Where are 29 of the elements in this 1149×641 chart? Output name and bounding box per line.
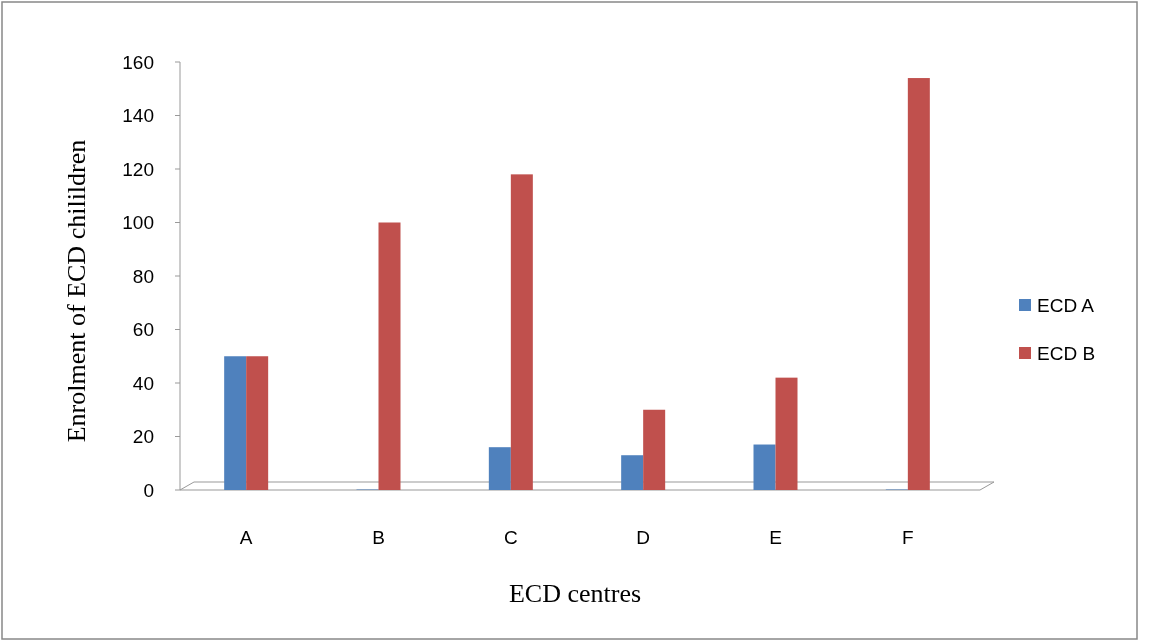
y-tick-label: 160 — [122, 51, 154, 73]
x-tick-label: F — [902, 527, 914, 548]
bar — [224, 356, 247, 490]
y-tick-label: 20 — [132, 426, 154, 448]
legend-label: ECD A — [1037, 294, 1095, 316]
y-tick-label: 80 — [132, 265, 154, 287]
x-axis-title: ECD centres — [508, 579, 642, 608]
x-tick-label: B — [372, 527, 385, 548]
y-tick-label: 140 — [122, 105, 154, 127]
legend-label: ECD B — [1037, 342, 1096, 364]
y-tick-label: 100 — [122, 212, 154, 234]
y-tick-label: 120 — [122, 158, 154, 180]
bar — [246, 356, 269, 490]
bar — [378, 222, 401, 490]
x-tick-label: E — [769, 527, 782, 548]
bar — [621, 455, 644, 490]
y-tick-label: 40 — [132, 372, 154, 394]
x-tick-label: D — [636, 527, 651, 548]
bar — [510, 174, 533, 490]
y-axis-title: Enrolment of ECD chilildren — [62, 139, 91, 443]
bar — [907, 78, 930, 490]
y-tick-label: 60 — [132, 319, 154, 341]
x-tick-label: A — [239, 527, 253, 548]
bar — [488, 447, 511, 490]
bar — [775, 377, 798, 490]
bar — [643, 409, 666, 490]
x-tick-label: C — [503, 527, 518, 548]
bar — [753, 444, 776, 490]
y-tick-label: 0 — [143, 479, 154, 501]
